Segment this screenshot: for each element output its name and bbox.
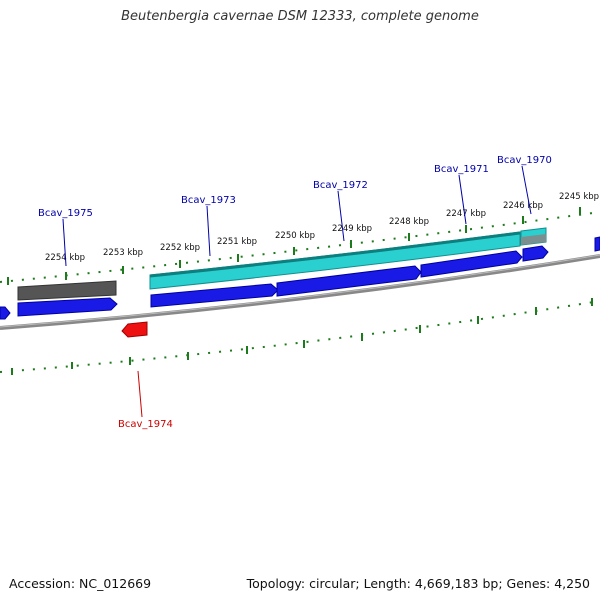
gene-arrow-bcav-1975[interactable]: [17, 297, 118, 317]
label-leaders: [62, 165, 532, 418]
pseudogene-bar-bcav-1975[interactable]: [17, 280, 117, 301]
forward-genes: [0, 236, 600, 320]
major-ticks: [7, 207, 581, 285]
lower-major-ticks: [11, 298, 593, 375]
cds-features: [149, 227, 547, 290]
tick-label: 2251 kbp: [217, 237, 257, 247]
cds-bar-top-edge: [149, 231, 521, 278]
tick-label: 2245 kbp: [559, 192, 599, 202]
genome-summary: Topology: circular; Length: 4,669,183 bp…: [246, 576, 590, 591]
map-title: Beutenbergia cavernae DSM 12333, complet…: [121, 9, 479, 24]
gene-arrow-bcav-1973[interactable]: [150, 283, 279, 308]
gene-label[interactable]: Bcav_1975: [38, 208, 93, 219]
tick-label: 2250 kbp: [275, 231, 315, 241]
gene-arrow-bcav-1972[interactable]: [276, 265, 422, 297]
tick-label: 2249 kbp: [332, 224, 372, 234]
cds-bar-bcav-1970-dark: [521, 234, 546, 245]
gene-label[interactable]: Bcav_1974: [118, 419, 173, 430]
gene-label[interactable]: Bcav_1972: [313, 180, 368, 191]
gene-label[interactable]: Bcav_1973: [181, 195, 236, 206]
gene-arrow-bcav-1974[interactable]: [121, 321, 148, 338]
tick-label: 2248 kbp: [389, 217, 429, 227]
accession-label: Accession: NC_012669: [9, 576, 152, 591]
genome-backbone-highlight: [0, 254, 600, 328]
gene-arrow-right-edge[interactable]: [594, 236, 600, 252]
genome-backbone: [0, 254, 600, 330]
tick-label: 2253 kbp: [103, 248, 143, 258]
tick-label: 2246 kbp: [503, 201, 543, 211]
tick-label: 2252 kbp: [160, 243, 200, 253]
gene-label[interactable]: Bcav_1970: [497, 155, 552, 166]
gene-arrow-left-edge[interactable]: [0, 306, 11, 320]
tick-label: 2247 kbp: [446, 209, 486, 219]
gene-label[interactable]: Bcav_1971: [434, 164, 489, 175]
gene-labels: Bcav_1975 Bcav_1973 Bcav_1972 Bcav_1971 …: [38, 155, 552, 430]
gene-arrow-bcav-1971[interactable]: [420, 250, 523, 278]
gene-arrow-bcav-1970[interactable]: [522, 245, 549, 262]
